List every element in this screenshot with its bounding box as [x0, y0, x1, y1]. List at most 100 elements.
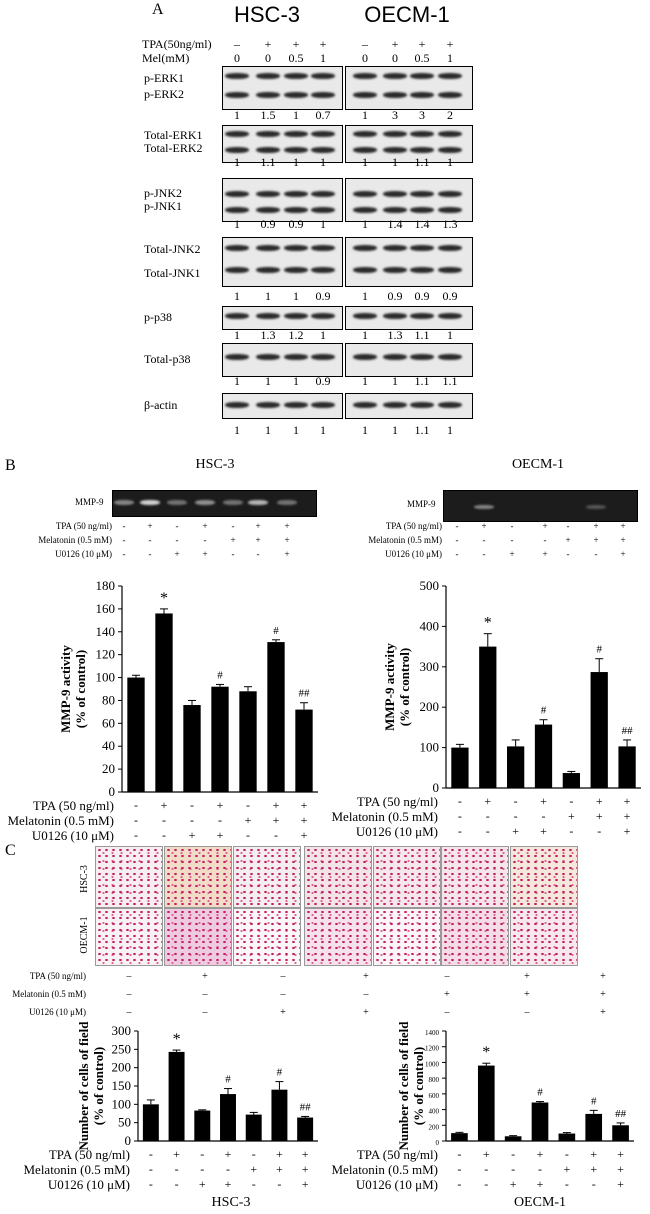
transwell-micrograph	[164, 908, 232, 966]
tpa-sign: +	[292, 37, 300, 51]
densitometry-value: 1.1	[442, 374, 458, 388]
y-tick-label: 160	[96, 601, 116, 616]
mel-value: 1	[447, 51, 453, 65]
blot-label: Total-JNK1	[144, 266, 201, 280]
significance-mark: #	[217, 669, 223, 681]
y-tick-label: 20	[102, 761, 115, 776]
treatment-sign: -	[455, 549, 459, 559]
significance-mark: *	[482, 1044, 490, 1061]
bar	[531, 1102, 549, 1141]
protein-band	[284, 191, 308, 197]
densitometry-value: 2	[447, 108, 453, 122]
y-tick-label: 250	[112, 1041, 132, 1056]
treatment-sign: -	[175, 535, 179, 545]
protein-band	[410, 354, 434, 360]
protein-band	[256, 92, 280, 98]
treatment-sign: +	[363, 971, 369, 982]
densitometry-value: 1	[234, 328, 240, 342]
protein-band	[383, 245, 407, 251]
y-axis-label: MMP-9 activity(% of control)	[58, 645, 88, 733]
significance-mark: *	[160, 590, 168, 607]
protein-band	[438, 207, 462, 213]
bar	[618, 746, 636, 788]
densitometry-value: 1	[265, 289, 271, 303]
treatment-sign: -	[174, 1177, 179, 1191]
protein-band	[410, 245, 434, 251]
treatment-sign: +	[620, 549, 626, 559]
treatment-label: TPA (50 ng/ml)	[356, 1147, 438, 1162]
protein-band	[284, 402, 308, 408]
significance-mark: ##	[300, 1101, 312, 1113]
treatment-label: U0126 (10 μM)	[55, 549, 112, 559]
bar	[220, 1094, 236, 1141]
y-tick-label: 1200	[425, 1045, 440, 1053]
bar	[168, 1051, 185, 1141]
densitometry-value: 1	[293, 289, 299, 303]
mmp9-band	[167, 500, 187, 505]
protein-band	[256, 313, 280, 319]
bar	[558, 1133, 576, 1141]
densitometry-value: 1	[447, 423, 453, 437]
treatment-sign: +	[563, 1162, 571, 1176]
treatment-label: U0126 (10 μM)	[47, 1177, 130, 1192]
protein-band	[353, 92, 377, 98]
treatment-sign: -	[455, 521, 459, 531]
densitometry-value: 1	[447, 155, 453, 169]
treatment-sign: –	[202, 989, 208, 1000]
protein-band	[256, 402, 280, 408]
treatment-sign: +	[524, 971, 530, 982]
treatment-sign: +	[482, 1147, 490, 1161]
protein-band	[284, 131, 308, 137]
treatment-sign: +	[481, 521, 487, 531]
treatment-sign: –	[202, 1007, 208, 1018]
y-tick-label: 300	[420, 659, 440, 674]
gel-label: MMP-9	[75, 497, 104, 507]
densitometry-value: 1	[362, 217, 368, 231]
blot-label: p-ERK1	[144, 71, 184, 85]
protein-band	[383, 313, 407, 319]
tpa-sign: +	[418, 37, 426, 51]
densitometry-value: 1	[234, 155, 240, 169]
densitometry-value: 1.3	[387, 328, 403, 342]
y-tick-label: 1000	[425, 1060, 440, 1068]
mel-value: 0	[362, 51, 368, 65]
protein-band	[438, 313, 462, 319]
treatment-sign: +	[540, 824, 547, 838]
mmp9-band	[114, 500, 134, 505]
densitometry-value: 1	[320, 217, 326, 231]
protein-band	[256, 267, 280, 273]
treatment-sign: -	[134, 798, 138, 812]
treatment-sign: -	[148, 1147, 153, 1161]
mmp9-band	[586, 505, 606, 509]
densitometry-value: 1	[320, 328, 326, 342]
treatment-sign: +	[595, 794, 603, 808]
blot-label: p-p38	[144, 310, 172, 324]
bar	[504, 1136, 522, 1141]
treatment-sign: -	[564, 1147, 569, 1161]
protein-band	[256, 207, 280, 213]
protein-band	[256, 354, 280, 360]
zymography-gel-hsc3	[112, 490, 317, 517]
y-tick-label: 400	[420, 618, 440, 633]
treatment-sign: +	[542, 521, 548, 531]
treatment-sign: –	[280, 989, 286, 1000]
significance-mark: *	[484, 615, 492, 632]
treatment-sign: -	[190, 798, 194, 812]
treatment-sign: +	[617, 1162, 624, 1176]
densitometry-value: 1.1	[260, 155, 276, 169]
protein-band	[256, 131, 280, 137]
transwell-micrograph	[441, 908, 509, 966]
treatment-sign: +	[198, 1177, 206, 1191]
protein-band	[284, 147, 308, 153]
treatment-sign: +	[593, 521, 599, 531]
transwell-micrograph	[373, 846, 441, 908]
treatment-sign: +	[595, 809, 603, 823]
transwell-micrograph	[95, 908, 163, 966]
densitometry-value: 1	[362, 328, 368, 342]
bar	[297, 1117, 314, 1141]
protein-band	[353, 131, 377, 137]
treatment-sign: +	[224, 1177, 232, 1191]
blot-oecm1	[345, 178, 473, 222]
